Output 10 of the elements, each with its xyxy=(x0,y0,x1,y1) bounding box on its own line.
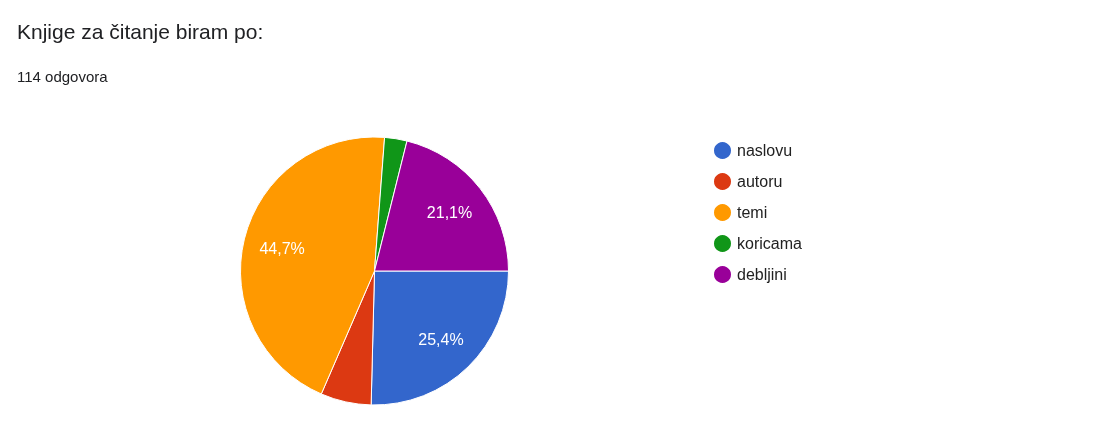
chart-title: Knjige za čitanje biram po: xyxy=(17,20,264,43)
legend-label: temi xyxy=(737,204,768,221)
data-label: 25,4% xyxy=(418,330,464,348)
data-label: 44,7% xyxy=(259,239,305,257)
text: 114 odgovora xyxy=(17,68,109,85)
legend-label: autoru xyxy=(737,173,783,190)
legend-label: naslovu xyxy=(737,142,793,159)
legend-label: koricama xyxy=(737,235,803,252)
legend-label: debljini xyxy=(737,266,787,283)
data-label: 21,1% xyxy=(426,203,473,221)
